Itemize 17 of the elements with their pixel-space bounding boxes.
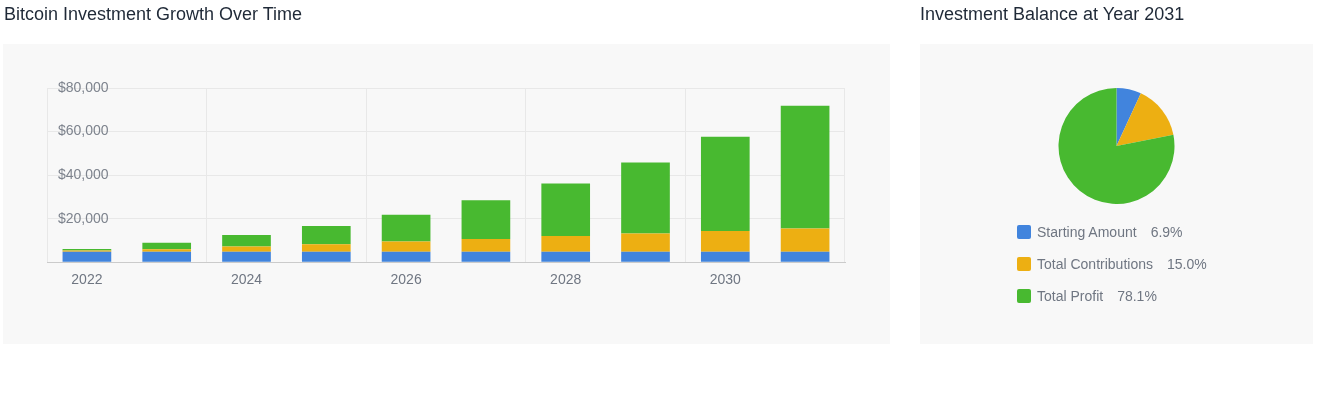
chart-title: Investment Balance at Year 2031 [920, 4, 1185, 25]
data-label: 6.9% [1150, 224, 1183, 240]
legend-label: Total Profit [1037, 288, 1104, 304]
x-tick-label: 2022 [71, 271, 103, 288]
chart-title: Bitcoin Investment Growth Over Time [4, 4, 303, 25]
legend-label: Starting Amount [1037, 224, 1137, 240]
data-label: 15.0% [1166, 256, 1207, 272]
x-tick-label: 2030 [709, 271, 742, 288]
x-tick-label: 2024 [230, 271, 263, 288]
y-tick-label: $40,000 [58, 165, 109, 182]
y-tick-label: $60,000 [58, 122, 109, 139]
legend-label: Total Contributions [1037, 256, 1153, 272]
y-tick-label: $80,000 [58, 78, 109, 95]
y-tick-label: $20,000 [58, 209, 109, 226]
data-label: 78.1% [1117, 288, 1157, 304]
x-tick-label: 2026 [390, 271, 422, 288]
x-tick-label: 2028 [550, 271, 582, 288]
